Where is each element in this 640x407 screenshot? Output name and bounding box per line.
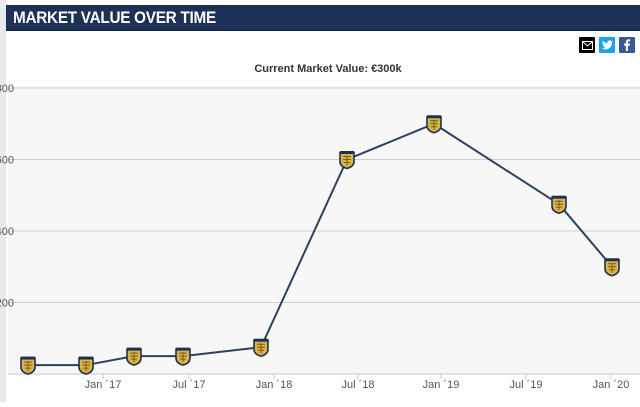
y-tick-label: 200 [0,298,14,310]
x-tick-label: Jan ´17 [85,379,122,391]
share-buttons [579,37,635,53]
club-crest-marker[interactable] [339,151,355,170]
club-crest-marker[interactable] [78,356,94,375]
chart-subtitle: Current Market Value: €300k [254,63,402,75]
envelope-icon [581,40,593,50]
x-tick-label: Jan ´19 [423,379,460,391]
x-tick-label: Jan ´18 [256,379,293,391]
x-tick-label: Jul ´19 [509,379,542,391]
club-crest-marker[interactable] [20,356,36,375]
club-crest-marker[interactable] [551,195,567,215]
data-markers [20,115,620,375]
section-header: MARKET VALUE OVER TIME [6,5,640,31]
club-crest-marker[interactable] [604,258,620,277]
y-tick-label: 600 [0,155,14,167]
club-crest-marker[interactable] [175,347,191,366]
x-tick-label: Jan ´20 [593,379,630,391]
twitter-icon [601,40,613,50]
y-tick-label: 800 [0,83,14,95]
facebook-share-button[interactable] [619,37,635,53]
x-tick-label: Jul ´18 [341,379,374,391]
club-crest-marker[interactable] [426,115,442,134]
facebook-icon [624,39,631,51]
grid-lines [8,87,640,375]
club-crest-marker[interactable] [253,338,269,358]
x-tick-label: Jul ´17 [172,379,205,391]
y-axis-ticks: 200 400 600 800 [0,83,14,310]
y-tick-label: 400 [0,226,14,238]
plot-background [8,86,640,374]
section-title: MARKET VALUE OVER TIME [13,8,216,27]
club-crest-marker[interactable] [126,347,142,366]
x-axis-ticks: Jan ´17 Jul ´17 Jan ´18 Jul ´18 Jan ´19 Jul ´… [85,374,630,391]
twitter-share-button[interactable] [599,37,615,53]
email-share-button[interactable] [579,37,595,53]
